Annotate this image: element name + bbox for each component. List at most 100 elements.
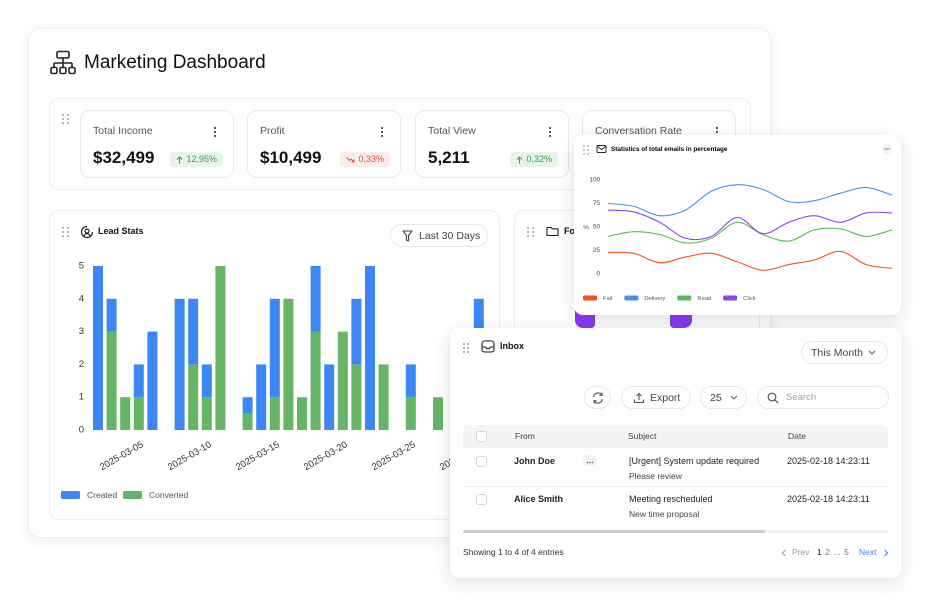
y-tick-label: 5 [79, 261, 84, 272]
line-series [608, 210, 892, 240]
export-icon [633, 392, 645, 404]
bar-segment [433, 397, 443, 430]
column-header: Date [788, 432, 806, 441]
row-checkbox[interactable] [476, 494, 487, 505]
date: 2025-02-18 14:23:11 [787, 457, 870, 466]
bar-segment [202, 364, 212, 397]
x-tick-label: 2025-03-05 [98, 439, 146, 473]
bar-segment [406, 397, 416, 430]
bar-segment [134, 397, 144, 430]
y-tick-label: 0 [596, 271, 600, 278]
search-icon [767, 392, 779, 404]
search-placeholder: Search [786, 393, 816, 403]
from: John Doe [514, 457, 555, 466]
x-tick-label: 2025-03-20 [302, 439, 350, 473]
legend-label: Created [87, 490, 118, 500]
y-tick-label: 4 [79, 293, 84, 304]
y-tick-label: 0 [79, 425, 84, 436]
search-box[interactable]: Search [757, 386, 889, 409]
email-stats-panel: Statistics of total emails in percentage… [574, 135, 901, 315]
export-button[interactable]: Export [621, 386, 691, 409]
page-link[interactable]: ... [833, 548, 840, 557]
page-size-select[interactable]: 25 [700, 386, 747, 409]
bar-segment [107, 332, 117, 430]
table-footer: Showing 1 to 4 of 4 entries [463, 548, 564, 557]
x-tick-label: 2025-03-10 [166, 439, 214, 473]
preview: Please review [629, 472, 682, 481]
bar-segment [188, 299, 198, 365]
x-tick-label: 2025-03-25 [370, 439, 418, 473]
bar-segment [256, 364, 266, 430]
bar-segment [243, 397, 253, 413]
page-size-label: 25 [710, 393, 722, 404]
bar-segment [243, 414, 253, 430]
select-all-checkbox[interactable] [476, 431, 487, 442]
date: 2025-02-18 14:23:11 [787, 495, 870, 504]
legend-swatch [61, 491, 80, 499]
bar-segment [134, 364, 144, 397]
bar-segment [351, 364, 361, 430]
period-select[interactable]: This Month [801, 341, 888, 364]
bar-segment [283, 299, 293, 430]
scrollbar-thumb[interactable] [463, 530, 765, 533]
legend-swatch [583, 296, 597, 301]
from: Alice Smith [514, 495, 563, 504]
bar-segment [406, 364, 416, 397]
bar-segment [311, 332, 321, 430]
bar-segment [215, 266, 225, 430]
drag-handle[interactable] [583, 145, 589, 155]
inbox-panel: Inbox This Month Export 25 Search Showin… [450, 328, 901, 578]
preview: New time proposal [629, 510, 699, 519]
prev-chevron[interactable] [781, 549, 787, 557]
page-link[interactable]: 1 [817, 548, 822, 557]
legend-label: Click [743, 296, 756, 302]
y-tick-label: 1 [79, 392, 84, 403]
bar-segment [107, 299, 117, 332]
refresh-button[interactable] [584, 386, 611, 409]
column-header: From [515, 432, 535, 441]
bar-segment [324, 364, 334, 430]
y-tick-label: 75 [593, 200, 601, 207]
legend-swatch [723, 296, 737, 301]
legend-swatch [624, 296, 638, 301]
bar-segment [120, 397, 130, 430]
x-tick-label: 2025-03-15 [234, 439, 282, 473]
chevron-down [868, 350, 876, 356]
y-tick-label: 50 [593, 224, 601, 231]
prev-link[interactable]: Prev [792, 548, 809, 557]
page-link[interactable]: 5 [844, 548, 849, 557]
bar-segment [147, 332, 157, 430]
bar-segment [270, 397, 280, 430]
y-tick-label: 100 [589, 177, 600, 184]
legend-label: Delivery [644, 296, 665, 302]
subject: [Urgent] System update required [629, 457, 759, 466]
email-stats-chart: Statistics of total emails in percentage… [574, 135, 901, 315]
bar-segment [297, 397, 307, 430]
line-series [608, 185, 892, 216]
drag-handle[interactable] [526, 226, 536, 238]
refresh-icon [591, 391, 605, 405]
row-actions[interactable] [583, 455, 597, 466]
more-button[interactable] [882, 144, 892, 154]
legend-label: Fail [603, 296, 612, 302]
row-checkbox[interactable] [476, 456, 487, 467]
bar-segment [93, 266, 103, 430]
legend-label: Read [697, 296, 711, 302]
next-link[interactable]: Next [859, 548, 876, 557]
page-link[interactable]: 2 [825, 548, 830, 557]
next-chevron[interactable] [883, 549, 889, 557]
y-tick-label: 25 [593, 247, 601, 254]
inbox-title: Inbox [500, 342, 524, 351]
y-tick-label: 3 [79, 326, 84, 337]
bar-segment [351, 299, 361, 365]
bar-segment [365, 266, 375, 430]
row-divider [463, 486, 888, 487]
folder-icon [546, 225, 559, 237]
mail-icon [597, 146, 606, 153]
legend-swatch [677, 296, 691, 301]
drag-handle[interactable] [462, 342, 470, 354]
chevron-down [730, 395, 738, 401]
legend-label: Converted [149, 490, 188, 500]
column-header: Subject [628, 432, 656, 441]
